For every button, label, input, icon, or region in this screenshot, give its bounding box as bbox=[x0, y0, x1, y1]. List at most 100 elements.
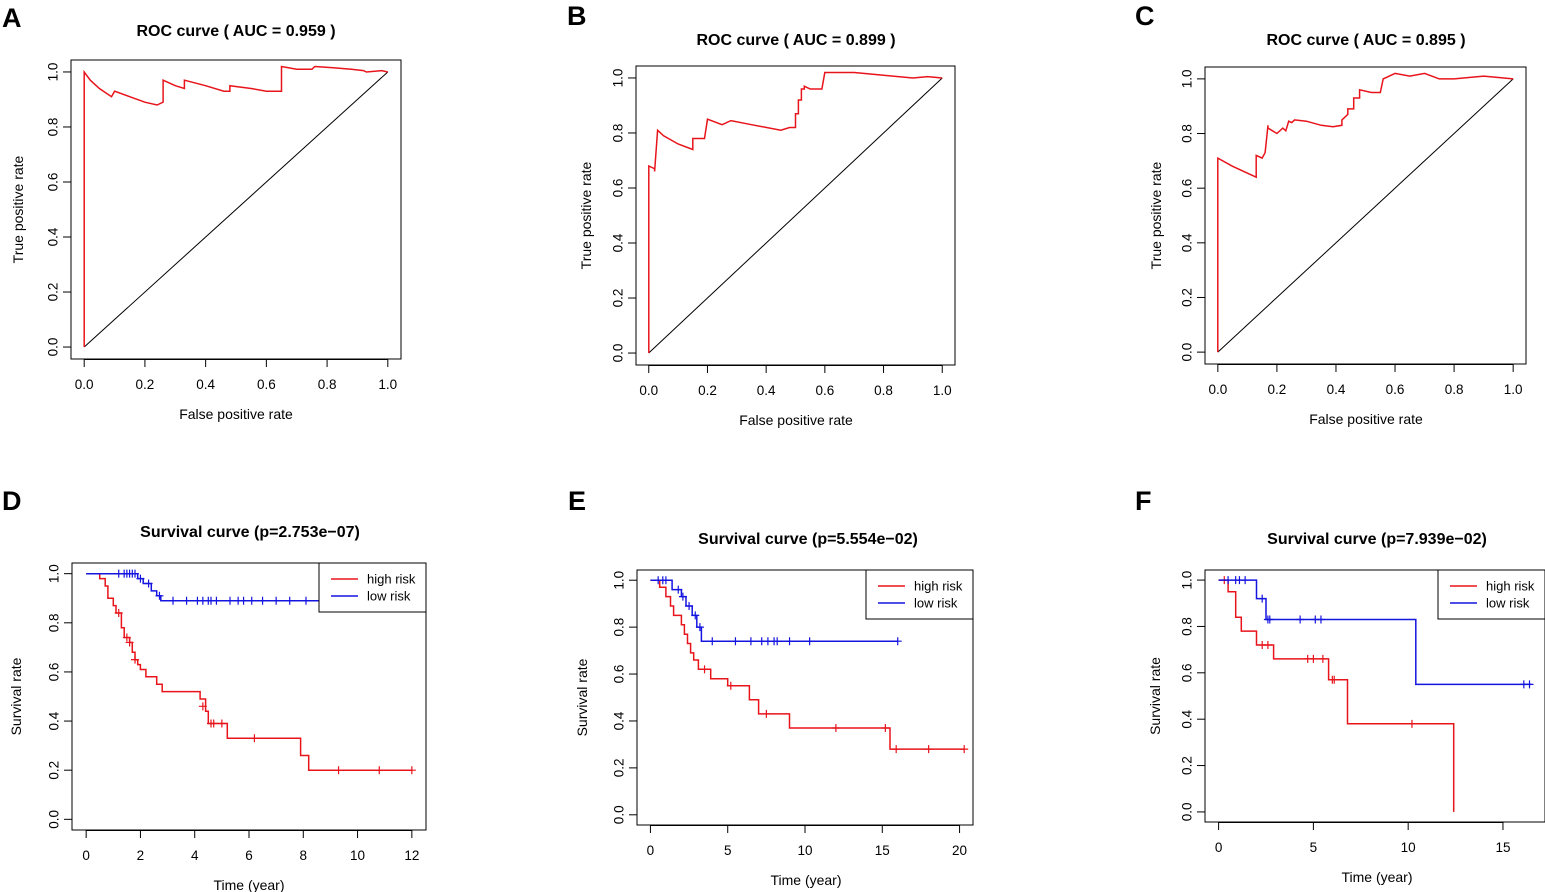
y-tick-label: 0.6 bbox=[611, 179, 626, 198]
legend: high risk low risk bbox=[1437, 569, 1545, 620]
survival-curve-high-risk bbox=[650, 579, 965, 750]
plot-title: Survival curve (p=5.554e−02) bbox=[698, 531, 918, 548]
x-axis-label: False positive rate bbox=[1309, 411, 1423, 427]
x-tick-label: 15 bbox=[875, 843, 890, 858]
legend-label: low risk bbox=[914, 596, 958, 611]
x-axis-label: False positive rate bbox=[739, 412, 853, 428]
y-axis-label: True positive rate bbox=[10, 155, 26, 263]
y-tick-label: 0.0 bbox=[46, 338, 61, 357]
diagonal-reference-line bbox=[1217, 78, 1514, 353]
censor-mark-high-risk bbox=[1318, 654, 1327, 663]
censor-mark-low-risk bbox=[1316, 615, 1325, 624]
censor-mark-low-risk bbox=[1265, 615, 1274, 624]
x-tick-label: 0 bbox=[1215, 840, 1223, 855]
y-tick-label: 0.8 bbox=[611, 124, 626, 143]
legend-label: high risk bbox=[1486, 579, 1535, 594]
censor-mark-high-risk bbox=[198, 702, 207, 711]
legend-box bbox=[865, 569, 974, 620]
plot-title: ROC curve ( AUC = 0.899 ) bbox=[696, 32, 895, 49]
survival-curve-high-risk bbox=[1218, 579, 1455, 812]
roc-curve bbox=[1217, 72, 1514, 353]
censor-mark-low-risk bbox=[661, 576, 670, 585]
panel-b: B ROC curve ( AUC = 0.899 ) 0.0 0.2 0.4 0.6 0.… bbox=[567, 1, 956, 428]
y-tick-label: 0.6 bbox=[612, 665, 627, 684]
x-tick-label: 0.0 bbox=[75, 377, 94, 392]
x-tick-label: 0.6 bbox=[815, 383, 834, 398]
censor-mark-high-risk bbox=[831, 723, 840, 732]
roc-curve bbox=[83, 65, 388, 347]
legend-box bbox=[1437, 569, 1545, 620]
censor-mark-low-risk bbox=[1258, 594, 1267, 603]
y-tick-label: 0.4 bbox=[47, 711, 62, 730]
y-axis-label: True positive rate bbox=[1148, 161, 1164, 269]
panel-e: E Survival curve (p=5.554e−02) 0 5 10 15 20 0.0… bbox=[568, 486, 974, 888]
x-tick-label: 10 bbox=[1401, 840, 1416, 855]
censor-mark-high-risk bbox=[762, 709, 771, 718]
x-tick-label: 0 bbox=[82, 848, 90, 863]
x-tick-label: 6 bbox=[245, 848, 253, 863]
legend-label: low risk bbox=[1486, 596, 1530, 611]
y-tick-label: 0.6 bbox=[1180, 179, 1195, 198]
x-tick-label: 0.4 bbox=[757, 383, 776, 398]
x-axis-label: Time (year) bbox=[770, 872, 841, 888]
x-tick-label: 8 bbox=[300, 848, 308, 863]
y-axis-label: True positive rate bbox=[578, 161, 594, 269]
x-tick-label: 1.0 bbox=[378, 377, 397, 392]
censor-mark-low-risk bbox=[785, 637, 794, 646]
plot-title: ROC curve ( AUC = 0.959 ) bbox=[136, 23, 335, 40]
y-tick-label: 0.2 bbox=[1180, 756, 1195, 775]
panel-f: F Survival curve (p=7.939e−02) 0 5 10 15 0.0 0.… bbox=[1135, 486, 1545, 885]
y-axis-label: Survival rate bbox=[1147, 657, 1163, 735]
censor-mark-low-risk bbox=[212, 596, 221, 605]
y-tick-label: 0.0 bbox=[1180, 803, 1195, 822]
x-tick-label: 20 bbox=[952, 843, 967, 858]
censor-mark-low-risk bbox=[708, 637, 717, 646]
x-axis-label: False positive rate bbox=[179, 406, 293, 422]
x-tick-label: 0.2 bbox=[136, 377, 155, 392]
panel-letter: E bbox=[568, 486, 586, 516]
x-tick-label: 2 bbox=[137, 848, 145, 863]
legend-box bbox=[318, 562, 427, 613]
y-axis-label: Survival rate bbox=[574, 658, 590, 736]
x-tick-label: 0.0 bbox=[1208, 382, 1227, 397]
x-tick-label: 1.0 bbox=[1504, 382, 1523, 397]
panel-a: A ROC curve ( AUC = 0.959 ) 0.0 0.2 0.4 0.6 0.… bbox=[2, 3, 402, 422]
plot-title: ROC curve ( AUC = 0.895 ) bbox=[1266, 32, 1465, 49]
plot-title: Survival curve (p=7.939e−02) bbox=[1267, 531, 1487, 548]
legend-label: high risk bbox=[367, 572, 416, 587]
panel-letter: D bbox=[2, 486, 22, 516]
y-tick-label: 0.4 bbox=[612, 711, 627, 730]
y-tick-label: 0.4 bbox=[1180, 233, 1195, 252]
y-tick-label: 0.4 bbox=[46, 227, 61, 246]
censor-mark-low-risk bbox=[301, 596, 310, 605]
censor-mark-high-risk bbox=[960, 745, 969, 754]
x-tick-label: 0 bbox=[647, 843, 655, 858]
censor-mark-high-risk bbox=[131, 655, 140, 664]
censor-mark-high-risk bbox=[1309, 654, 1318, 663]
y-tick-label: 1.0 bbox=[1180, 69, 1195, 88]
y-tick-label: 0.8 bbox=[1180, 617, 1195, 636]
censor-mark-high-risk bbox=[125, 638, 134, 647]
roc-curve bbox=[648, 71, 943, 353]
censor-mark-low-risk bbox=[746, 637, 755, 646]
y-tick-label: 0.8 bbox=[46, 118, 61, 137]
censor-mark-low-risk bbox=[144, 579, 153, 588]
x-tick-label: 5 bbox=[1310, 840, 1318, 855]
x-tick-label: 0.6 bbox=[1386, 382, 1405, 397]
y-tick-label: 0.0 bbox=[612, 805, 627, 824]
censor-mark-low-risk bbox=[258, 596, 267, 605]
y-tick-label: 0.4 bbox=[1180, 709, 1195, 728]
y-tick-label: 0.8 bbox=[1180, 124, 1195, 143]
censor-mark-high-risk bbox=[375, 766, 384, 775]
censor-mark-low-risk bbox=[239, 596, 248, 605]
y-tick-label: 1.0 bbox=[611, 69, 626, 88]
x-tick-label: 15 bbox=[1495, 840, 1510, 855]
x-tick-label: 0.6 bbox=[257, 377, 276, 392]
survival-curve-low-risk bbox=[650, 579, 898, 642]
censor-mark-low-risk bbox=[285, 596, 294, 605]
x-tick-label: 10 bbox=[350, 848, 365, 863]
censor-mark-low-risk bbox=[169, 596, 178, 605]
panel-c: C ROC curve ( AUC = 0.895 ) 0.0 0.2 0.4 0.6 0.… bbox=[1135, 1, 1527, 427]
x-axis-label: Time (year) bbox=[1341, 869, 1412, 885]
censor-mark-low-risk bbox=[674, 585, 683, 594]
